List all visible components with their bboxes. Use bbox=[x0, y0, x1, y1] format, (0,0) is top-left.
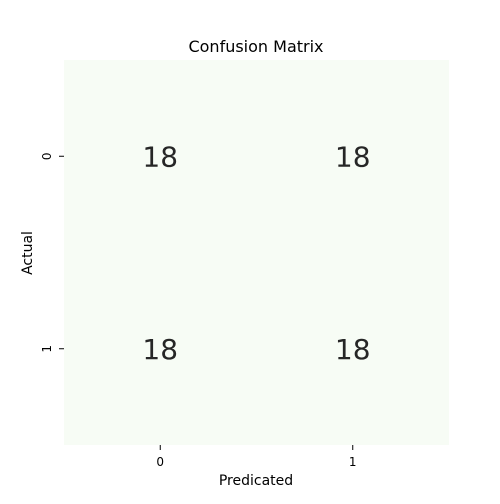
cell-value-0-1: 18 bbox=[335, 140, 371, 173]
y-axis-ticks: 01 bbox=[40, 152, 64, 353]
heatmap-cell-0-0 bbox=[64, 60, 257, 253]
heatmap-cell-0-1 bbox=[256, 60, 449, 253]
cell-value-0-0: 18 bbox=[142, 140, 178, 173]
cell-value-1-0: 18 bbox=[142, 333, 178, 366]
chart-title: Confusion Matrix bbox=[188, 37, 323, 56]
cell-value-labels: 18 18 18 18 bbox=[142, 140, 370, 366]
x-tick-label-1: 1 bbox=[349, 455, 357, 469]
heatmap-cell-1-0 bbox=[64, 252, 257, 445]
cell-value-1-1: 18 bbox=[335, 333, 371, 366]
y-tick-label-0: 0 bbox=[40, 152, 54, 160]
y-axis-label: Actual bbox=[20, 231, 36, 275]
heatmap-cells bbox=[64, 60, 449, 445]
x-tick-label-0: 0 bbox=[156, 455, 164, 469]
heatmap-cell-1-1 bbox=[256, 252, 449, 445]
x-axis-label: Predicated bbox=[219, 473, 293, 489]
y-tick-label-1: 1 bbox=[40, 345, 54, 353]
